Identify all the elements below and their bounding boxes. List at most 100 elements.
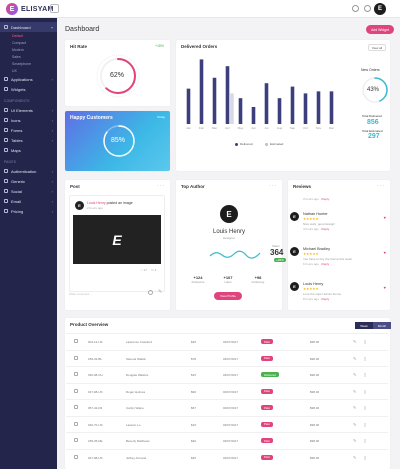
edit-icon[interactable]: ✎ [158, 289, 163, 295]
review-top-time: 3 hours ago · Reply [303, 197, 330, 201]
sidebar-item-icons[interactable]: Icons › [0, 115, 57, 125]
tab-week[interactable]: Week [355, 322, 373, 329]
heart-icon[interactable]: ♥ [383, 250, 386, 255]
sidebar-item-social[interactable]: Social › [0, 186, 57, 196]
sidebar-item-authentication[interactable]: Authentication › [0, 166, 57, 176]
post-title: Post [70, 184, 80, 189]
view-all-button[interactable]: View all [368, 44, 386, 51]
post-user-link[interactable]: Louis Henry [87, 201, 106, 205]
edit-icon[interactable]: ✎ [353, 388, 357, 394]
reply-link[interactable]: Reply [321, 227, 330, 231]
edit-icon[interactable]: ✎ [353, 339, 357, 344]
sidebar-sub-default[interactable]: Default [12, 33, 24, 38]
sidebar-item-applications[interactable]: Applications › [0, 74, 57, 84]
add-widget-button[interactable]: Add Widget [366, 25, 394, 34]
logo[interactable]: E ELISYAM [6, 3, 54, 15]
new-orders-label: New Orders [361, 68, 380, 72]
chevron-right-icon: › [51, 189, 53, 194]
comment-input[interactable]: Write comment... [69, 292, 92, 296]
delete-icon[interactable]: ▯ [364, 355, 367, 361]
heart-icon[interactable]: ♥ [383, 215, 386, 220]
legend-estimated: Estimated [265, 142, 283, 146]
search-icon[interactable] [352, 5, 359, 12]
row-checkbox[interactable] [74, 339, 78, 343]
menu-toggle-icon[interactable] [50, 4, 59, 13]
row-checkbox[interactable] [74, 438, 78, 442]
product-id: 040-70-US [88, 422, 103, 427]
hit-rate-arc [100, 58, 136, 94]
delete-icon[interactable]: ▯ [364, 339, 367, 344]
status-badge: Paid [261, 405, 273, 410]
delete-icon[interactable]: ▯ [364, 438, 367, 443]
sidebar-item-forms[interactable]: Forms › [0, 125, 57, 135]
sidebar-item-dashboard[interactable]: Dashboard ▾ [0, 22, 57, 32]
legend-swatch [235, 142, 238, 146]
notification-icon[interactable] [364, 5, 371, 12]
sidebar-item-tables[interactable]: Tables › [0, 135, 57, 145]
forms-icon [4, 128, 8, 132]
row-checkbox[interactable] [74, 421, 78, 426]
delete-icon[interactable]: ▯ [364, 372, 367, 377]
tab-month[interactable]: Month [373, 322, 391, 329]
user-avatar[interactable]: E [374, 3, 386, 15]
price: $98.00 [310, 373, 320, 377]
sidebar-section-components: COMPONENTS [4, 99, 30, 103]
x-tick-label: Mar [212, 126, 217, 130]
hit-rate-card: Hit Rate +18% 62% [65, 40, 170, 106]
reviewer-name: Nathan Hunter [303, 212, 328, 216]
row-checkbox[interactable] [74, 355, 78, 360]
delete-icon[interactable]: ▯ [364, 388, 367, 394]
edit-icon[interactable]: ✎ [353, 421, 357, 427]
x-tick-label: Aug [277, 126, 283, 130]
reply-link[interactable]: Reply [321, 197, 330, 201]
sidebar-item-label: Tables [11, 137, 23, 143]
author-stat-followers: +124 Followers [184, 275, 212, 284]
comments-count: 4 [154, 268, 157, 272]
sidebar-item-email[interactable]: Email › [0, 196, 57, 206]
edit-icon[interactable]: ✎ [353, 355, 357, 361]
emoji-icon[interactable] [148, 290, 153, 295]
status-badge: Paid [261, 388, 273, 394]
sidebar-sub-compact[interactable]: Compact [12, 40, 27, 45]
happy-period-select[interactable]: Today [156, 115, 165, 119]
status-badge: Delivered [261, 372, 279, 377]
reply-link[interactable]: Reply [321, 297, 330, 301]
row-checkbox[interactable] [74, 454, 78, 459]
sidebar-item-pricing[interactable]: Pricing › [0, 206, 57, 216]
more-icon[interactable]: ··· [269, 183, 277, 189]
stat-label: Likes [224, 280, 232, 284]
delete-icon[interactable]: ▯ [364, 405, 367, 410]
edit-icon[interactable]: ✎ [353, 372, 357, 377]
post-comments[interactable]: ▭ 4 [151, 268, 156, 272]
page-icon [4, 179, 8, 183]
row-checkbox[interactable] [74, 405, 78, 409]
reply-link[interactable]: Reply [321, 262, 330, 266]
sidebar-item-ui-elements[interactable]: UI Elements › [0, 105, 57, 115]
post-likes[interactable]: ♡ 17 [140, 268, 147, 272]
delete-icon[interactable]: ▯ [364, 454, 367, 460]
sidebar-item-maps[interactable]: Maps [0, 145, 57, 155]
sidebar-item-widgets[interactable]: Widgets [0, 84, 57, 94]
more-icon[interactable]: ··· [377, 183, 385, 189]
edit-icon[interactable]: ✎ [353, 454, 357, 460]
sidebar-item-generic[interactable]: Generic › [0, 176, 57, 186]
edit-icon[interactable]: ✎ [353, 438, 357, 443]
sidebar-sub-ux[interactable]: UX [12, 68, 17, 73]
heart-icon[interactable]: ♥ [383, 285, 386, 290]
more-icon[interactable]: ··· [157, 183, 165, 189]
row-checkbox[interactable] [74, 372, 78, 376]
post-image[interactable]: E [73, 215, 161, 264]
apps-icon [4, 77, 8, 81]
row-checkbox[interactable] [74, 388, 78, 393]
view-profile-button[interactable]: View Profile [214, 292, 242, 300]
total-estimated-label: Total Estimated [362, 129, 383, 133]
order-date: 03/07/2017 [223, 389, 239, 394]
table-row: 027-98-US Jeffrey Armand $45 03/07/2017 Paid… [66, 448, 388, 464]
edit-icon[interactable]: ✎ [353, 405, 357, 410]
table-row: 027-98-US Roger Holmes $90 03/07/2017 Paid $9… [66, 382, 388, 398]
delete-icon[interactable]: ▯ [364, 421, 367, 427]
sidebar-sub-modern[interactable]: Modern [12, 47, 24, 52]
sidebar-sub-smartphone[interactable]: Smartphone [12, 61, 32, 66]
bar-delivered-jan [186, 88, 191, 124]
sidebar-sub-sales[interactable]: Sales [12, 54, 21, 59]
